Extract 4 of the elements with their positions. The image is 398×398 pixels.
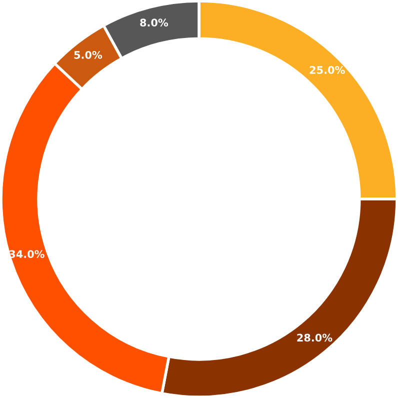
data-label: 5.0% [74, 50, 102, 59]
data-label: 25.0% [310, 66, 345, 74]
data-label: 28.0% [297, 334, 332, 342]
data-label: 8.0% [140, 18, 168, 27]
